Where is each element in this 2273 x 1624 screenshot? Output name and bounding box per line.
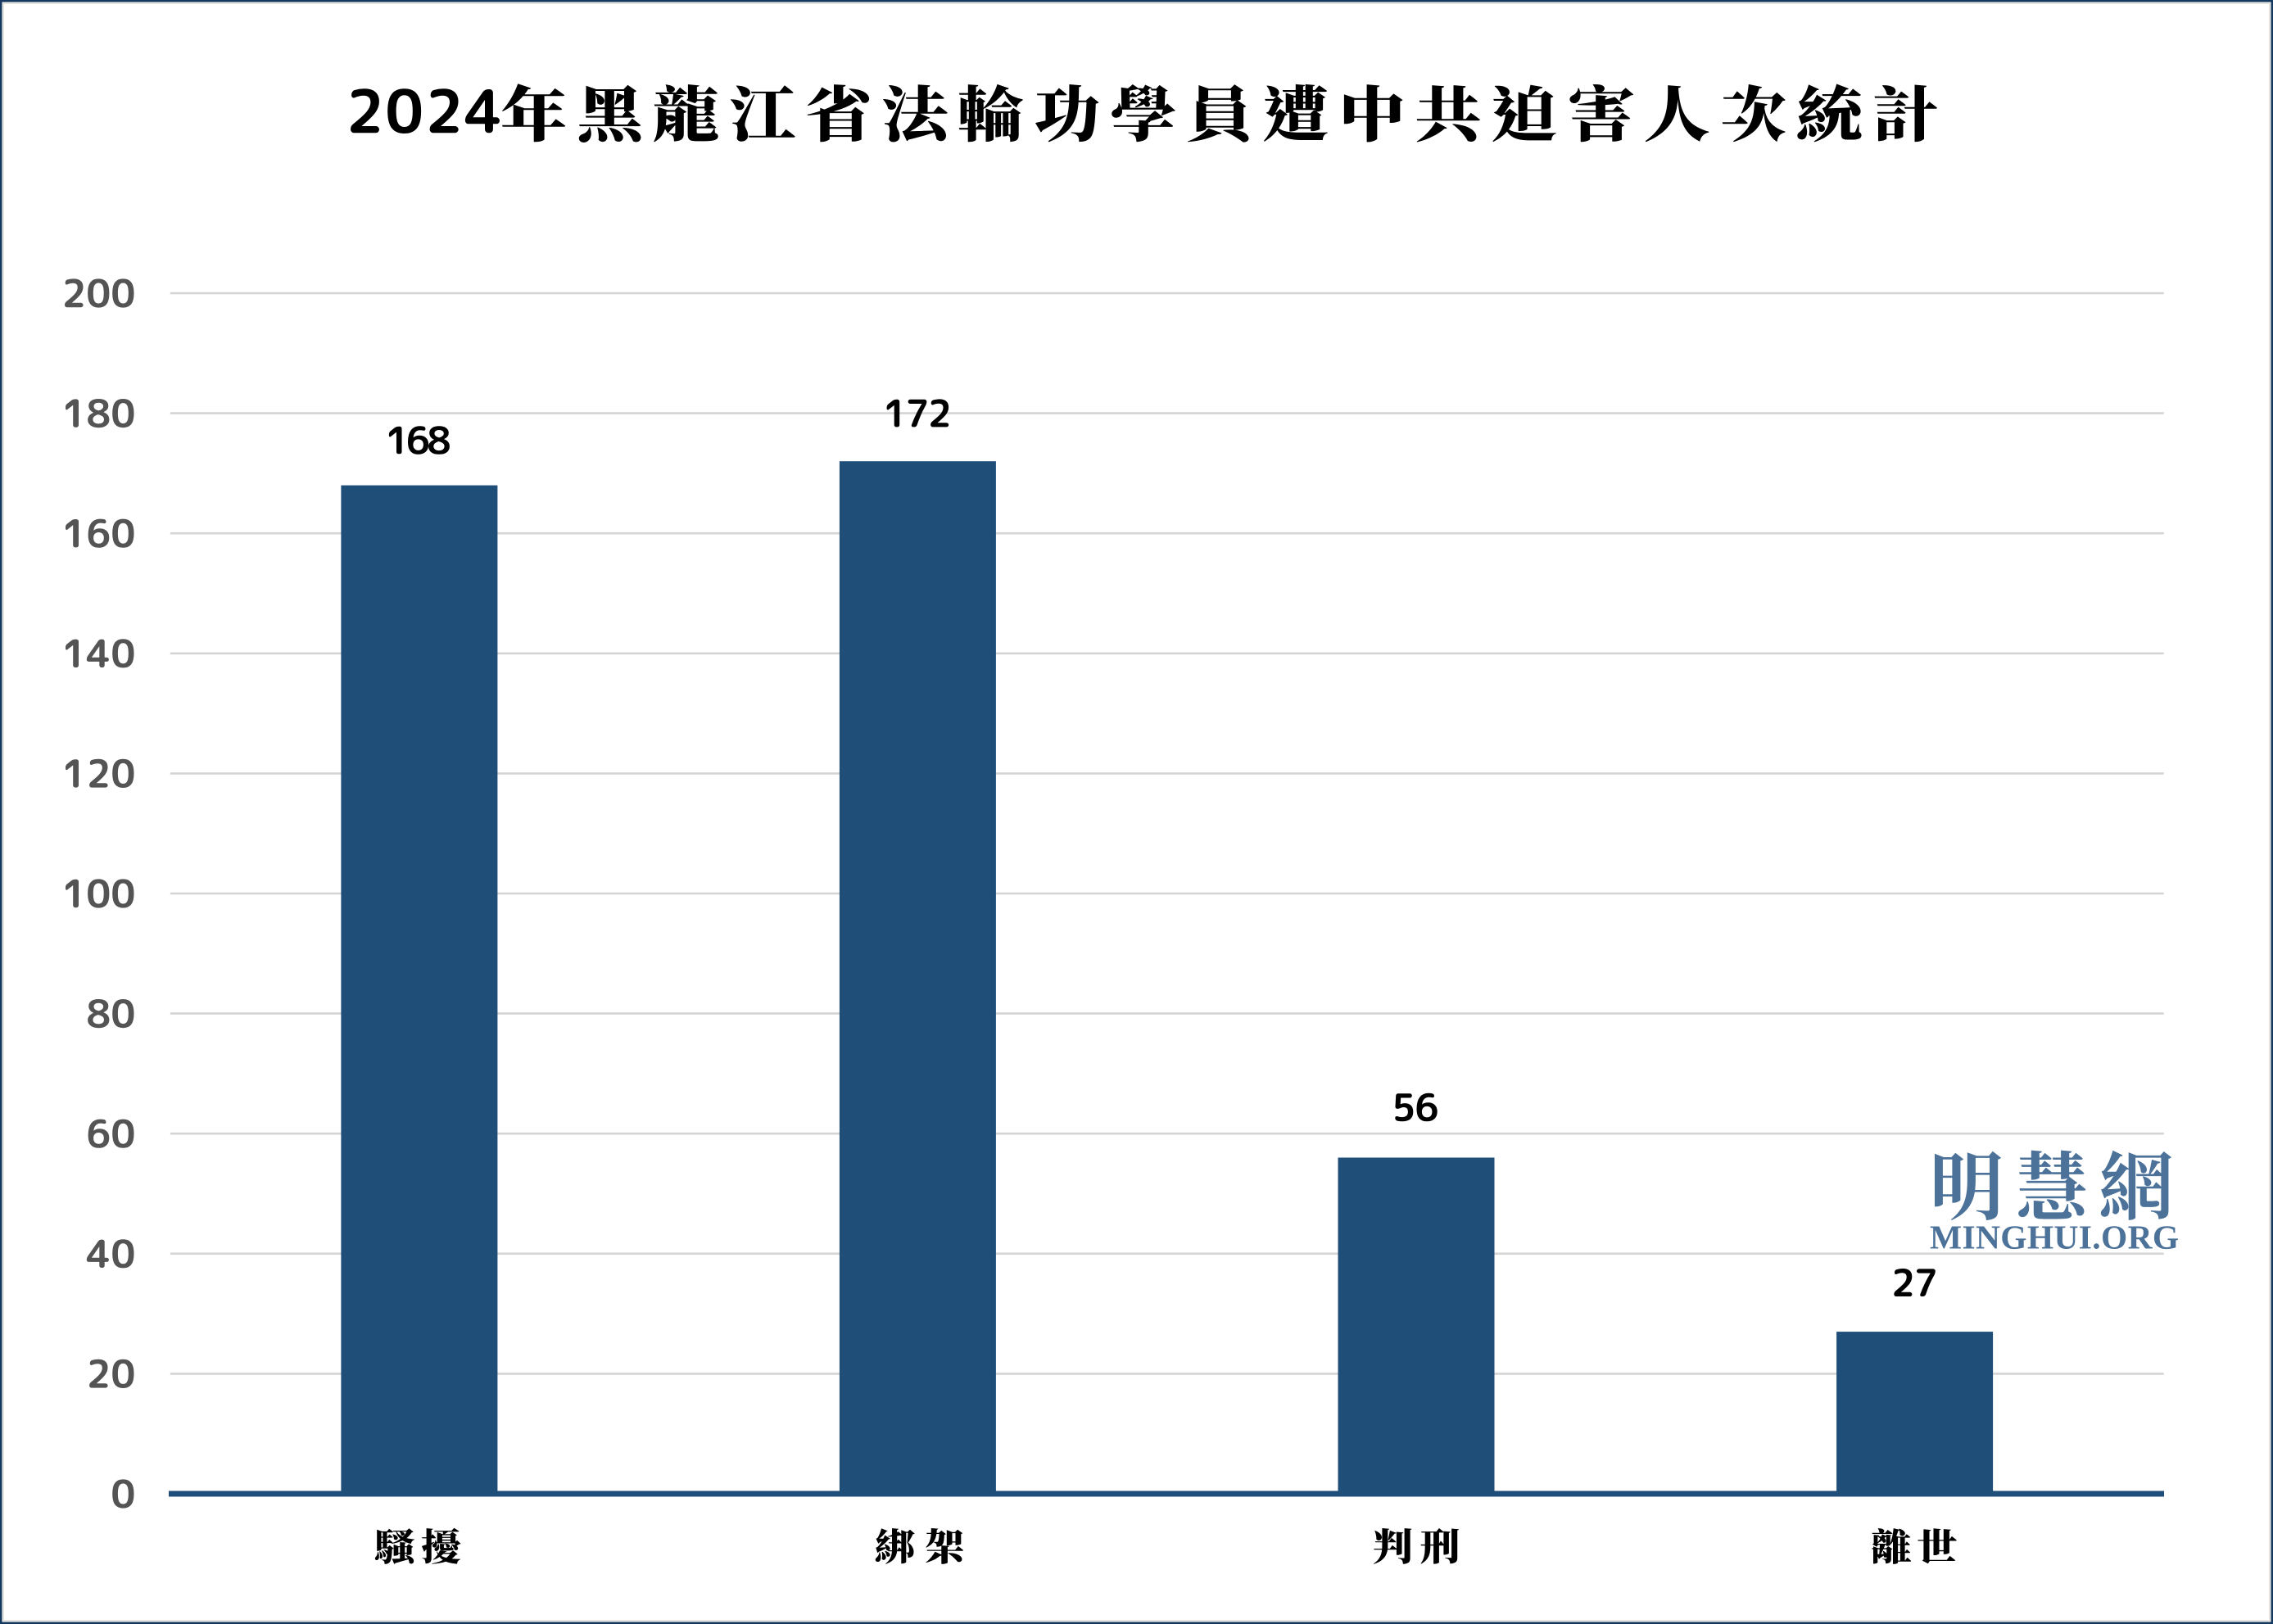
svg-text:MINGHUI.ORG: MINGHUI.ORG — [1930, 1219, 2179, 1256]
